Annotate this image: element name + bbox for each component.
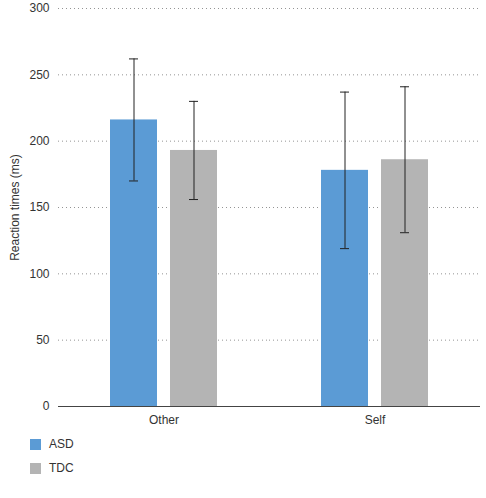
svg-text:0: 0	[43, 399, 50, 413]
svg-text:50: 50	[36, 333, 50, 347]
svg-text:100: 100	[29, 267, 49, 281]
svg-text:150: 150	[29, 200, 49, 214]
svg-text:Other: Other	[149, 413, 179, 427]
svg-text:300: 300	[29, 1, 49, 15]
html-text:ASD: ASD	[49, 437, 74, 451]
svg-text:250: 250	[29, 68, 49, 82]
svg-text:200: 200	[29, 134, 49, 148]
svg-text:Reaction times (ms): Reaction times (ms)	[8, 154, 22, 261]
html-text:TDC: TDC	[49, 461, 74, 475]
svg-text:Self: Self	[365, 413, 386, 427]
